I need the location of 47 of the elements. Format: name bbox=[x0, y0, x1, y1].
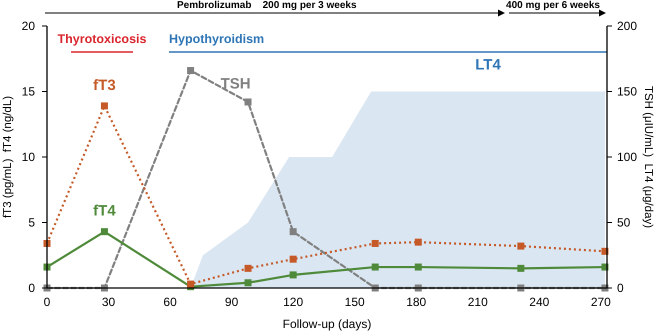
x-tick-label: 120 bbox=[283, 295, 304, 309]
x-tick-label: 150 bbox=[344, 295, 366, 309]
point bbox=[414, 264, 422, 271]
x-tick-label: 30 bbox=[102, 295, 116, 309]
series-label: LT4 bbox=[475, 56, 502, 74]
point bbox=[244, 98, 252, 106]
y-tick-label: 20 bbox=[22, 19, 36, 33]
x-tick-label: 0 bbox=[44, 295, 51, 309]
y2-axis-title: TSH (μIU/mL) LT4 (μg/day) bbox=[642, 86, 654, 228]
y-axis-title: fT3 (pg/mL) fT4 (ng/dL) bbox=[2, 96, 14, 218]
point bbox=[187, 280, 194, 288]
point bbox=[187, 67, 194, 74]
point bbox=[290, 256, 297, 263]
series-label: fT3 bbox=[93, 76, 116, 94]
annotation: Thyrotoxicosis bbox=[58, 32, 146, 46]
x-tick-label: 90 bbox=[224, 295, 239, 309]
text: Pembrolizumab 200 mg per 3 weeks bbox=[177, 0, 357, 11]
x-axis-title: Follow-up (days) bbox=[282, 317, 372, 331]
series-label: fT4 bbox=[93, 202, 116, 220]
y-tick-label: 0 bbox=[28, 281, 36, 295]
x-tick-label: 60 bbox=[163, 295, 178, 309]
point bbox=[517, 264, 524, 272]
point bbox=[372, 240, 379, 247]
x-tick-label: 180 bbox=[406, 295, 427, 309]
point bbox=[100, 228, 108, 236]
point bbox=[100, 102, 108, 110]
text: 400 mg per 6 weeks bbox=[506, 0, 600, 11]
point bbox=[290, 271, 297, 278]
x-tick-label: 210 bbox=[468, 295, 488, 309]
x-tick-label: 240 bbox=[529, 295, 550, 309]
y2-tick-label: 50 bbox=[617, 216, 631, 230]
point bbox=[244, 279, 252, 286]
y-tick-label: 15 bbox=[22, 84, 36, 98]
y-tick-label: 5 bbox=[28, 216, 36, 230]
annotation: Hypothyroidism bbox=[169, 32, 264, 46]
point bbox=[244, 264, 252, 272]
point bbox=[372, 264, 379, 271]
point bbox=[414, 238, 422, 246]
y-tick-label: 10 bbox=[22, 150, 36, 164]
point bbox=[517, 242, 524, 250]
series-label: TSH bbox=[220, 76, 251, 93]
point bbox=[290, 228, 297, 236]
y2-tick-label: 100 bbox=[617, 150, 638, 164]
x-tick-label: 270 bbox=[590, 295, 612, 309]
y2-tick-label: 200 bbox=[617, 19, 638, 33]
y2-tick-label: 150 bbox=[617, 84, 638, 98]
y2-tick-label: 0 bbox=[617, 281, 624, 295]
